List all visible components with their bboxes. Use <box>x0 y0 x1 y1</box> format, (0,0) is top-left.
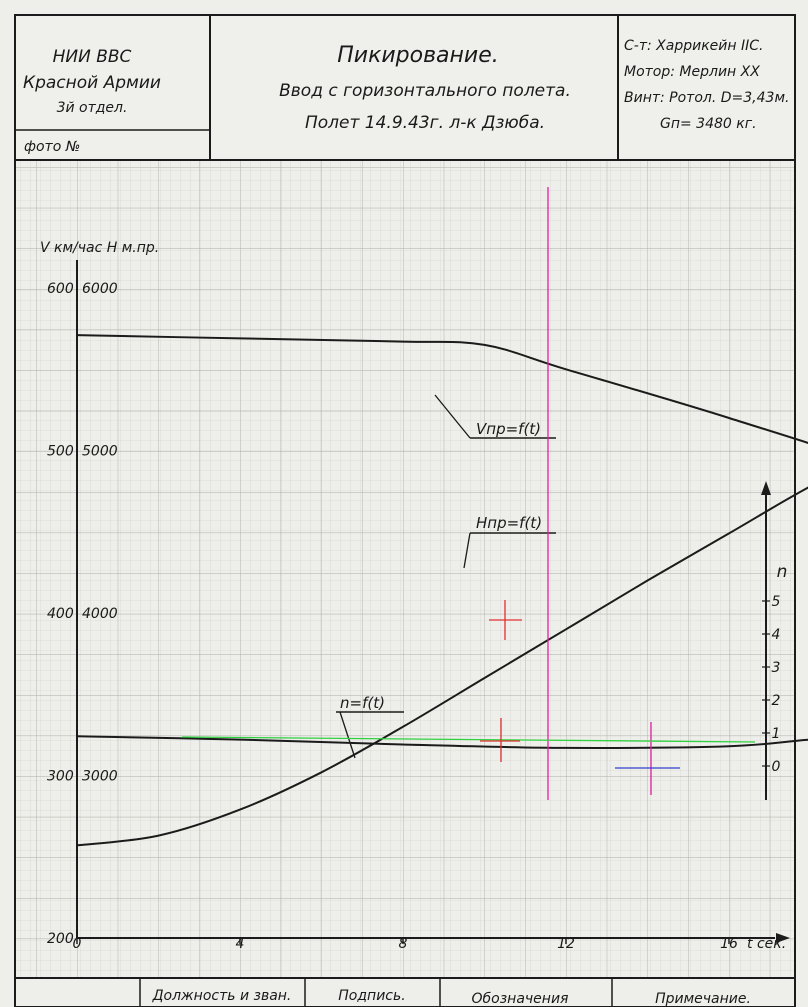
n-tick-label: 3 <box>772 660 781 676</box>
curve-annotations: Vпр=f(t) Hпр=f(t) n=f(t) <box>336 394 556 759</box>
h-tick-label: 6000 <box>82 281 118 297</box>
n-tick-label: 4 <box>772 627 781 643</box>
footer-remarks: Примечание. <box>655 991 751 1007</box>
photo-label: фото № <box>24 139 80 155</box>
n-tick-label: 5 <box>772 594 781 610</box>
v-tick-label: 500 <box>47 444 74 460</box>
h-tick-label: 5000 <box>82 444 118 460</box>
n-load-factor-curve <box>76 735 808 749</box>
v-speed-curve-solid-start <box>76 486 808 847</box>
x-tick-label: 8 <box>399 936 408 952</box>
red-crosshair-1 <box>489 600 522 640</box>
flight-info: Полет 14.9.43г. л-к Дзюба. <box>305 113 545 133</box>
axes: V км/час H м.пр. n t сек. <box>40 240 790 952</box>
v-curve-label: Vпр=f(t) <box>476 420 541 438</box>
chart-curves <box>76 334 808 847</box>
n-tick-label: 1 <box>772 726 781 742</box>
org-line-3: 3й отдел. <box>57 100 128 116</box>
n-axis-arrow-icon <box>761 481 771 495</box>
sheet-title: Пикирование. <box>337 43 499 68</box>
green-reference-line <box>181 736 756 743</box>
h-tick-label: 3000 <box>82 769 118 785</box>
n-axis-title: n <box>777 562 788 582</box>
x-axis-title: t сек. <box>747 936 786 952</box>
left-axis-title: V км/час H м.пр. <box>40 240 159 256</box>
v-tick-label: 300 <box>47 769 74 785</box>
sheet-subtitle: Ввод с горизонтального полета. <box>279 81 571 101</box>
n-tick-label: 0 <box>772 759 781 775</box>
org-line-1: НИИ ВВС <box>53 47 132 67</box>
overlay-markings <box>181 187 756 800</box>
n-tick-labels: 0 1 2 3 4 5 <box>762 594 781 775</box>
v-tick-labels: 600 6000 500 5000 400 4000 300 3000 200 <box>47 281 118 947</box>
x-tick-label: 4 <box>236 936 245 952</box>
spec-weight: Gп= 3480 кг. <box>660 116 757 132</box>
n-curve-label: n=f(t) <box>340 694 385 712</box>
spec-aircraft: С-т: Харрикейн IIС. <box>624 38 763 54</box>
v-tick-label: 600 <box>47 281 74 297</box>
footer-signature: Подпись. <box>338 988 405 1004</box>
h-curve-label: Hпр=f(t) <box>476 514 542 532</box>
grid-major <box>15 160 795 978</box>
x-tick-label: 0 <box>73 936 82 952</box>
v-tick-label: 200 <box>47 931 74 947</box>
red-crosshair-2 <box>480 718 520 762</box>
spec-propeller: Винт: Ротол. D=3,43м. <box>624 90 789 106</box>
n-tick-label: 2 <box>772 693 781 709</box>
footer-block: Должность и зван. Подпись. Обозначения П… <box>15 977 795 1007</box>
org-line-2: Красной Армии <box>23 73 161 93</box>
x-tick-label: 16 <box>720 936 738 952</box>
footer-position: Должность и зван. <box>152 988 292 1004</box>
title-block: НИИ ВВС Красной Армии 3й отдел. фото № П… <box>14 14 796 161</box>
v-tick-label: 400 <box>47 606 74 622</box>
x-tick-label: 12 <box>557 936 575 952</box>
spec-engine: Мотор: Мерлин XX <box>624 64 760 80</box>
footer-designations: Обозначения <box>472 991 569 1007</box>
x-axis-arrow-icon <box>776 933 790 943</box>
h-tick-label: 4000 <box>82 606 118 622</box>
h-altitude-curve <box>76 334 808 444</box>
x-tick-labels: 0481216202428323640 <box>73 936 738 952</box>
